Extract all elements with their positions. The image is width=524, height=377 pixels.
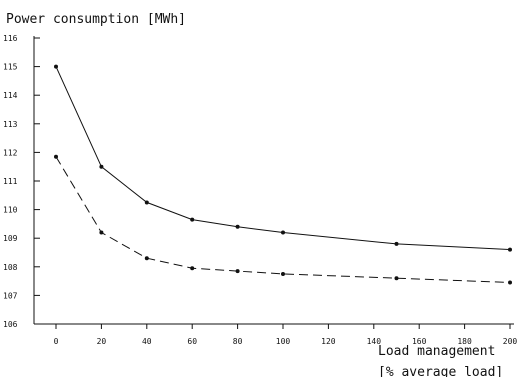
y-tick-label: 111 [3, 177, 18, 186]
y-tick-label: 106 [3, 320, 18, 329]
x-tick-label: 60 [187, 337, 197, 346]
data-point [190, 266, 195, 271]
series-layer [54, 64, 512, 285]
axes: 106 107 108 109 110 111 112 113 114 115 116 0 20 40 60… [3, 34, 517, 346]
y-tick-label: 116 [3, 34, 18, 43]
data-point [281, 230, 285, 235]
series-line-dashed [55, 156, 511, 283]
y-tick-label: 110 [3, 206, 18, 215]
y-axis-label: Power consumption [MWh] [6, 12, 186, 27]
series-line-solid [55, 66, 511, 251]
data-point [394, 241, 399, 246]
data-point [54, 64, 58, 69]
x-tick-label: 140 [367, 337, 382, 346]
data-point [144, 200, 149, 205]
x-tick-label: 80 [233, 337, 243, 346]
data-point [235, 269, 240, 274]
data-point [190, 217, 195, 222]
y-tick-label: 115 [3, 63, 18, 72]
data-point [99, 230, 104, 235]
data-point [235, 224, 240, 229]
data-point [54, 154, 58, 159]
x-axis-label-unit: [% average load] [378, 365, 503, 377]
y-tick-label: 109 [3, 234, 18, 243]
y-tick-label: 108 [3, 263, 18, 272]
x-axis-label: Load management [378, 344, 495, 359]
data-point [508, 247, 512, 252]
x-tick-label: 40 [142, 337, 152, 346]
x-tick-label: 160 [412, 337, 427, 346]
data-point [99, 164, 104, 169]
x-tick-label: 100 [276, 337, 291, 346]
data-point [281, 271, 285, 276]
x-tick-label: 200 [503, 337, 518, 346]
data-point [508, 280, 512, 285]
y-tick-label: 107 [3, 291, 18, 300]
data-point [394, 276, 399, 281]
x-tick-label: 20 [97, 337, 107, 346]
x-tick-label: 180 [457, 337, 472, 346]
data-point [144, 256, 149, 261]
y-tick-label: 112 [3, 148, 18, 157]
y-tick-label: 113 [3, 120, 18, 129]
x-tick-label: 120 [321, 337, 336, 346]
x-tick-label: 0 [54, 337, 59, 346]
y-tick-label: 114 [3, 91, 18, 100]
